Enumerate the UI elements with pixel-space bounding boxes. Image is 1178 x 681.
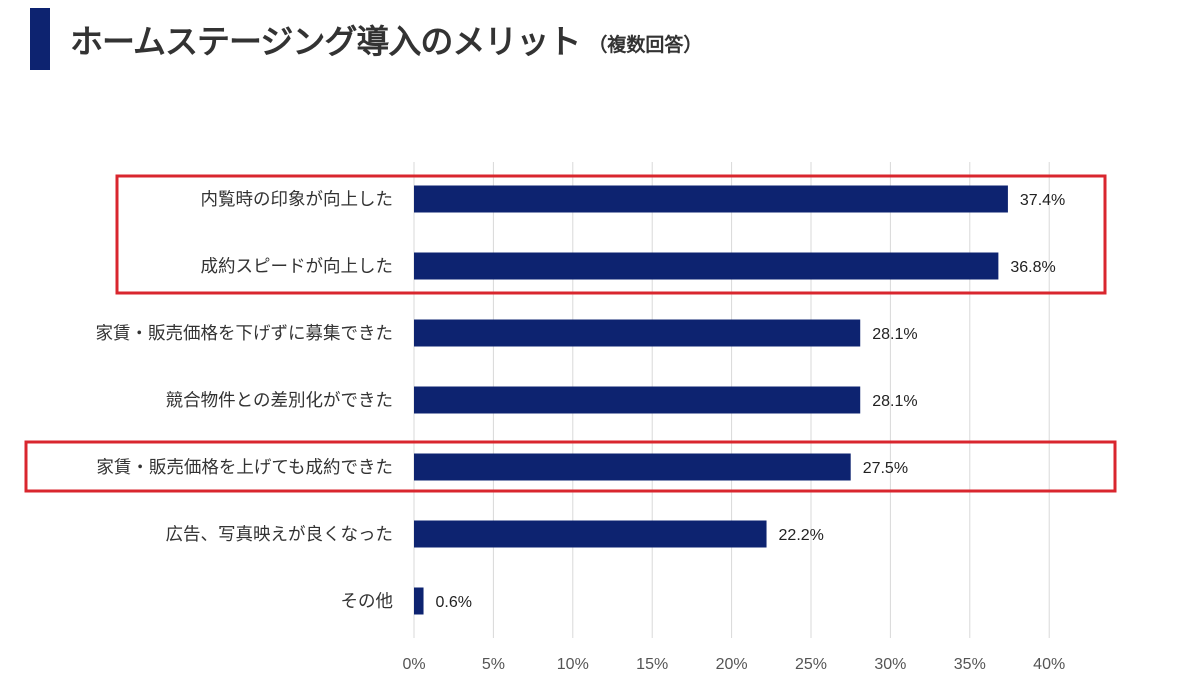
- x-tick-label: 15%: [636, 656, 668, 673]
- highlight-box-2: [24, 440, 1117, 493]
- x-tick-label: 40%: [1033, 656, 1065, 673]
- bar: [414, 386, 861, 414]
- data-label: 27.5%: [863, 460, 908, 477]
- data-label: 22.2%: [779, 527, 824, 544]
- x-tick-label: 35%: [954, 656, 986, 673]
- category-label: その他: [341, 592, 394, 612]
- data-label: 36.8%: [1010, 259, 1055, 276]
- data-label: 37.4%: [1020, 192, 1065, 209]
- x-tick-label: 5%: [482, 656, 505, 673]
- data-label: 0.6%: [436, 594, 472, 611]
- category-label: 競合物件との差別化ができた: [166, 391, 393, 411]
- title-accent-bar: [30, 8, 50, 70]
- category-label: 広告、写真映えが良くなった: [166, 525, 394, 545]
- page-subtitle: （複数回答）: [588, 33, 703, 56]
- category-label: 家賃・販売価格を上げても成約できた: [96, 458, 393, 478]
- highlight-box-1: [115, 174, 1107, 295]
- category-label: 家賃・販売価格を下げずに募集できた: [96, 324, 394, 344]
- bar: [414, 520, 767, 548]
- x-tick-label: 10%: [557, 656, 589, 673]
- x-tick-label: 20%: [716, 656, 748, 673]
- x-tick-label: 25%: [795, 656, 827, 673]
- x-tick-label: 30%: [874, 656, 906, 673]
- bar: [414, 453, 851, 481]
- data-label: 28.1%: [872, 326, 917, 343]
- category-label: 内覧時の印象が向上した: [201, 190, 394, 210]
- x-tick-label: 0%: [402, 656, 425, 673]
- bar: [414, 319, 861, 347]
- data-label: 28.1%: [872, 393, 917, 410]
- page-title: ホームステージング導入のメリット: [70, 22, 581, 61]
- bar: [414, 587, 424, 615]
- category-label: 成約スピードが向上した: [201, 257, 394, 277]
- bar: [414, 252, 999, 280]
- page-header: ホームステージング導入のメリット （複数回答）: [30, 8, 702, 70]
- bar: [414, 185, 1008, 213]
